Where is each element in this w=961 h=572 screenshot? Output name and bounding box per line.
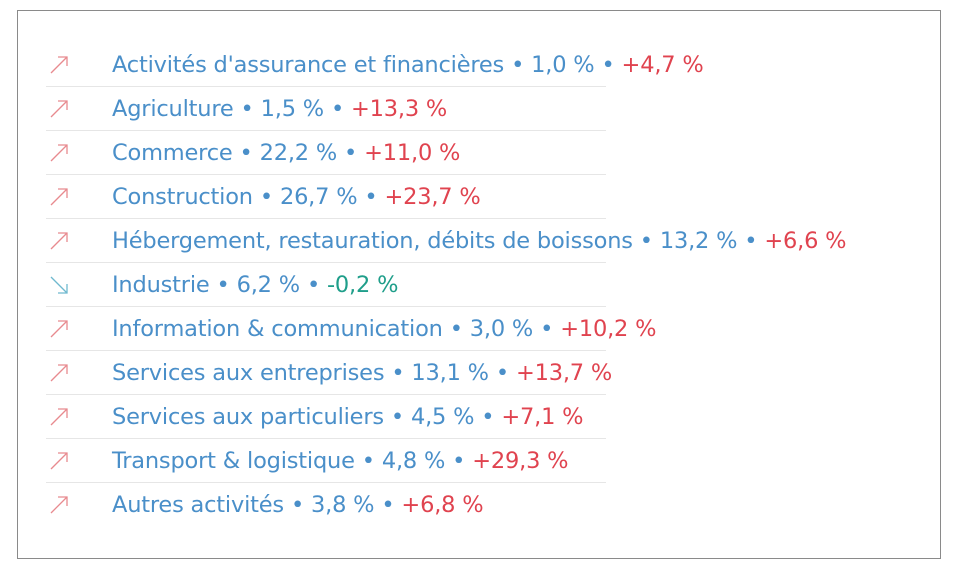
sector-label: Services aux entreprises [112,360,385,386]
sector-label: Information & communication [112,316,443,342]
arrow-up-right-icon [46,316,72,342]
sector-share: 3,0 % [469,316,534,342]
arrow-up-right-icon [46,184,72,210]
sector-label: Services aux particuliers [112,404,384,430]
sector-share: 4,5 % [410,404,475,430]
row-divider [46,482,606,483]
sector-label: Autres activités [112,492,284,518]
arrow-up-right-icon [46,448,72,474]
row-divider [46,130,606,131]
row-divider [46,394,606,395]
sector-change: +13,3 % [351,96,448,122]
sector-label: Construction [112,184,253,210]
sector-label: Industrie [112,272,210,298]
sector-row: Activités d'assurance et financières • 1… [46,43,926,87]
sector-share: 26,7 % [279,184,358,210]
sector-share: 4,8 % [381,448,446,474]
arrow-up-right-icon [46,228,72,254]
separator-dot: • [381,492,395,518]
row-divider [46,262,606,263]
sector-change: +29,3 % [472,448,569,474]
sector-change: +10,2 % [560,316,657,342]
separator-dot: • [452,448,466,474]
sector-share: 13,2 % [659,228,738,254]
sector-share: 1,5 % [260,96,325,122]
separator-dot: • [495,360,509,386]
separator-dot: • [449,316,463,342]
sector-share: 13,1 % [411,360,489,386]
sector-share: 3,8 % [311,492,375,518]
separator-dot: • [391,360,405,386]
sector-row: Commerce • 22,2 % • +11,0 % [46,131,926,175]
separator-dot: • [601,52,615,78]
separator-dot: • [240,96,254,122]
separator-dot: • [216,272,230,298]
sector-change: +11,0 % [364,140,461,166]
sector-label: Agriculture [112,96,234,122]
arrow-up-right-icon [46,492,72,518]
sector-row: Agriculture • 1,5 % • +13,3 % [46,87,926,131]
separator-dot: • [259,184,273,210]
separator-dot: • [239,140,253,166]
row-divider [46,174,606,175]
row-divider [46,306,606,307]
row-divider [46,86,606,87]
separator-dot: • [481,404,495,430]
sector-change: +23,7 % [384,184,481,210]
sector-row: Information & communication • 3,0 % • +1… [46,307,926,351]
separator-dot: • [361,448,375,474]
sector-share: 1,0 % [531,52,595,78]
separator-dot: • [639,228,653,254]
sector-row: Transport & logistique • 4,8 % • +29,3 % [46,439,926,483]
sector-row: Construction • 26,7 % • +23,7 % [46,175,926,219]
row-divider [46,218,606,219]
separator-dot: • [390,404,404,430]
sector-change: +6,6 % [764,228,847,254]
separator-dot: • [364,184,378,210]
sector-row: Services aux particuliers • 4,5 % • +7,1… [46,395,926,439]
sector-list: Activités d'assurance et financières • 1… [46,43,926,527]
separator-dot: • [290,492,305,518]
sector-change: -0,2 % [327,272,399,298]
arrow-up-right-icon [46,404,72,430]
sector-label: Activités d'assurance et financières [112,52,505,78]
sector-change: +13,7 % [515,360,613,386]
arrow-up-right-icon [46,52,72,78]
sector-label: Transport & logistique [112,448,355,474]
arrow-up-right-icon [46,96,72,122]
arrow-up-right-icon [46,360,72,386]
sector-change: +4,7 % [621,52,704,78]
separator-dot: • [344,140,358,166]
sector-share: 22,2 % [259,140,338,166]
sector-change: +6,8 % [401,492,484,518]
row-divider [46,350,606,351]
sector-row: Industrie • 6,2 % • -0,2 % [46,263,926,307]
sector-row: Services aux entreprises • 13,1 % • +13,… [46,351,926,395]
sector-label: Hébergement, restauration, débits de boi… [112,228,633,254]
arrow-up-right-icon [46,140,72,166]
sector-row: Autres activités • 3,8 % • +6,8 % [46,483,926,527]
sector-panel: Activités d'assurance et financières • 1… [17,10,941,559]
sector-share: 6,2 % [236,272,301,298]
separator-dot: • [540,316,554,342]
separator-dot: • [511,52,525,78]
sector-row: Hébergement, restauration, débits de boi… [46,219,926,263]
separator-dot: • [330,96,345,122]
sector-change: +7,1 % [501,404,584,430]
row-divider [46,438,606,439]
arrow-down-right-icon [46,272,72,298]
separator-dot: • [744,228,758,254]
separator-dot: • [306,272,321,298]
sector-label: Commerce [112,140,233,166]
